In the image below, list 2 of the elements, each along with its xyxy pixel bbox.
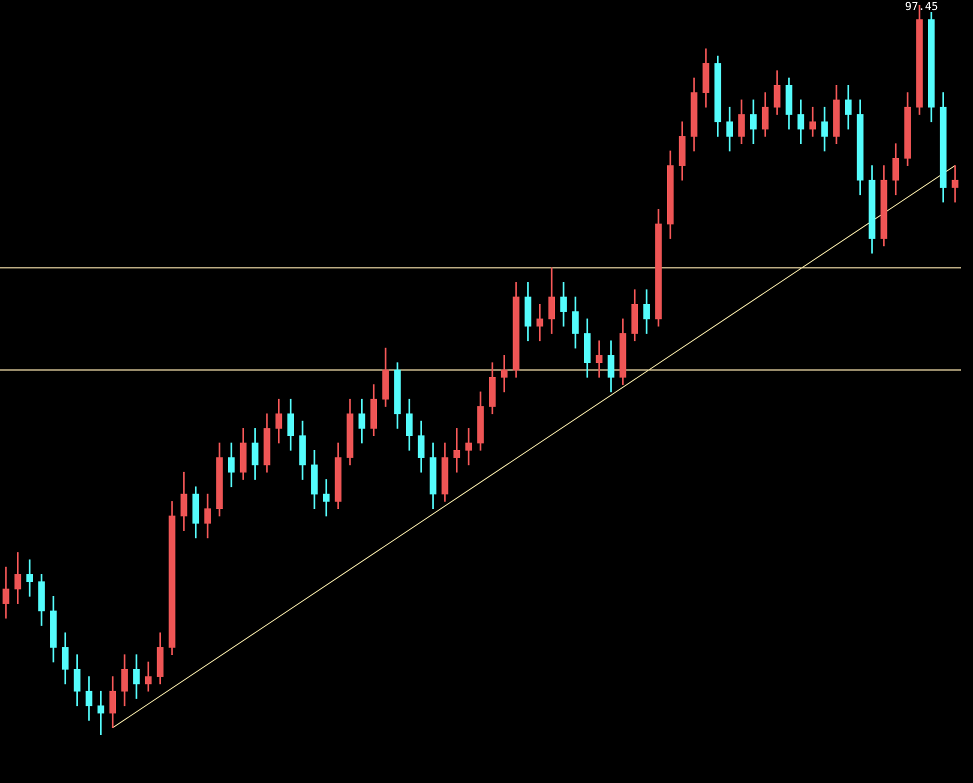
annotation: 97.45 bbox=[905, 0, 938, 13]
candlestick bbox=[952, 165, 958, 202]
